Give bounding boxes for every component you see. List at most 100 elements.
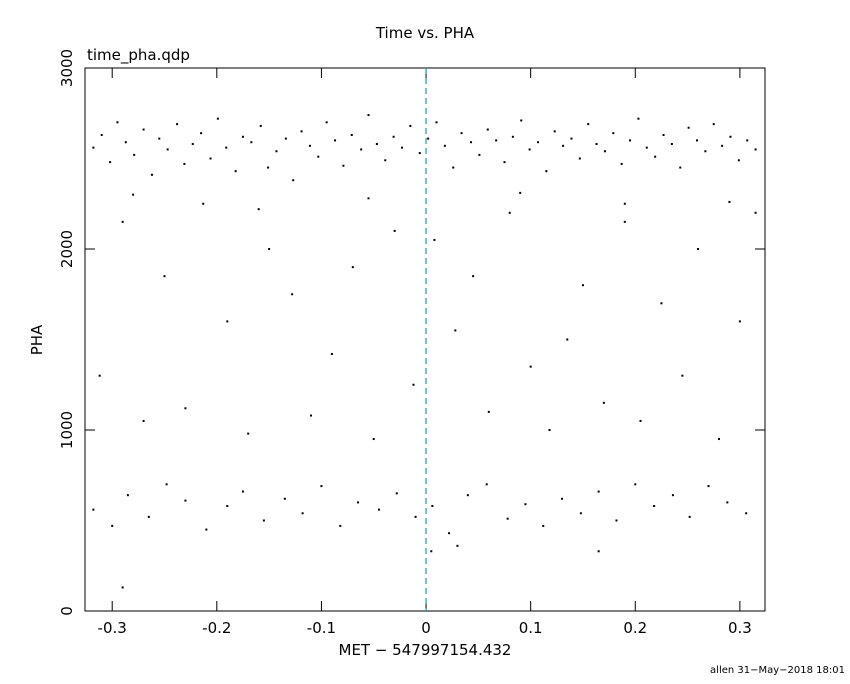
point bbox=[629, 139, 632, 142]
x-tick-label: -0.3 bbox=[98, 619, 127, 637]
point bbox=[707, 485, 710, 488]
point bbox=[485, 483, 488, 486]
point bbox=[308, 144, 311, 147]
point bbox=[623, 220, 626, 223]
point bbox=[176, 123, 179, 126]
point bbox=[660, 302, 663, 305]
point bbox=[506, 517, 509, 520]
point bbox=[435, 121, 438, 124]
point bbox=[412, 383, 415, 386]
point bbox=[209, 157, 212, 160]
point bbox=[350, 133, 353, 136]
point bbox=[342, 164, 345, 167]
point bbox=[216, 117, 219, 120]
point bbox=[729, 135, 732, 138]
point bbox=[570, 137, 573, 140]
point bbox=[662, 133, 665, 136]
point bbox=[427, 137, 430, 140]
point bbox=[503, 161, 506, 164]
point bbox=[696, 139, 698, 142]
point bbox=[671, 494, 674, 497]
point bbox=[472, 275, 475, 278]
point bbox=[653, 505, 656, 508]
point bbox=[309, 414, 312, 417]
point bbox=[202, 202, 205, 205]
point bbox=[520, 119, 523, 122]
point bbox=[528, 148, 531, 151]
point bbox=[126, 494, 129, 497]
point bbox=[116, 121, 119, 124]
point bbox=[241, 490, 244, 493]
point bbox=[679, 166, 682, 169]
point bbox=[620, 162, 623, 165]
point bbox=[597, 490, 600, 493]
point bbox=[250, 141, 253, 144]
point bbox=[98, 374, 101, 377]
point bbox=[687, 126, 690, 129]
point bbox=[300, 130, 303, 133]
point bbox=[495, 139, 498, 142]
point bbox=[581, 284, 584, 287]
point bbox=[100, 133, 103, 136]
point bbox=[191, 143, 194, 146]
point bbox=[268, 248, 271, 250]
point bbox=[726, 501, 729, 504]
point bbox=[602, 401, 605, 404]
point bbox=[597, 550, 600, 553]
point bbox=[587, 123, 590, 126]
point bbox=[536, 141, 539, 144]
point bbox=[334, 139, 337, 142]
point bbox=[183, 162, 186, 165]
point bbox=[121, 586, 124, 589]
point bbox=[454, 329, 457, 332]
plot-frame bbox=[84, 67, 766, 612]
point bbox=[184, 499, 187, 502]
point bbox=[325, 121, 328, 124]
point bbox=[681, 374, 684, 377]
point bbox=[351, 266, 354, 269]
point bbox=[697, 248, 700, 250]
point bbox=[133, 153, 136, 156]
point bbox=[754, 148, 757, 151]
point bbox=[745, 512, 748, 515]
point bbox=[163, 275, 166, 278]
point bbox=[409, 124, 412, 127]
point bbox=[612, 132, 615, 135]
point bbox=[360, 148, 363, 151]
point bbox=[267, 166, 270, 169]
point bbox=[595, 143, 598, 146]
point bbox=[395, 492, 398, 495]
point bbox=[561, 497, 564, 500]
point bbox=[511, 135, 514, 138]
point bbox=[320, 485, 323, 488]
y-tick-label: 3000 bbox=[58, 49, 76, 87]
point bbox=[566, 338, 569, 341]
x-tick-label: -0.2 bbox=[202, 619, 231, 637]
point bbox=[257, 208, 260, 211]
point bbox=[92, 508, 95, 511]
point bbox=[124, 141, 127, 144]
point bbox=[150, 173, 153, 176]
chart-title: Time vs. PHA bbox=[375, 24, 475, 42]
point bbox=[487, 410, 490, 413]
point bbox=[460, 132, 463, 135]
point bbox=[737, 159, 740, 162]
point bbox=[634, 483, 637, 486]
point bbox=[721, 144, 724, 147]
point bbox=[418, 152, 421, 155]
point bbox=[301, 512, 304, 515]
point bbox=[639, 419, 642, 422]
point bbox=[486, 128, 489, 131]
point bbox=[339, 524, 342, 527]
point bbox=[578, 157, 581, 160]
chart-subtitle: time_pha.qdp bbox=[87, 46, 190, 65]
point bbox=[205, 528, 208, 531]
point bbox=[109, 161, 112, 164]
point bbox=[519, 191, 522, 194]
footer: allen 31−May−2018 18:01 bbox=[710, 665, 845, 676]
point bbox=[553, 130, 556, 133]
point bbox=[443, 144, 446, 147]
point bbox=[92, 146, 95, 149]
point bbox=[529, 365, 532, 368]
